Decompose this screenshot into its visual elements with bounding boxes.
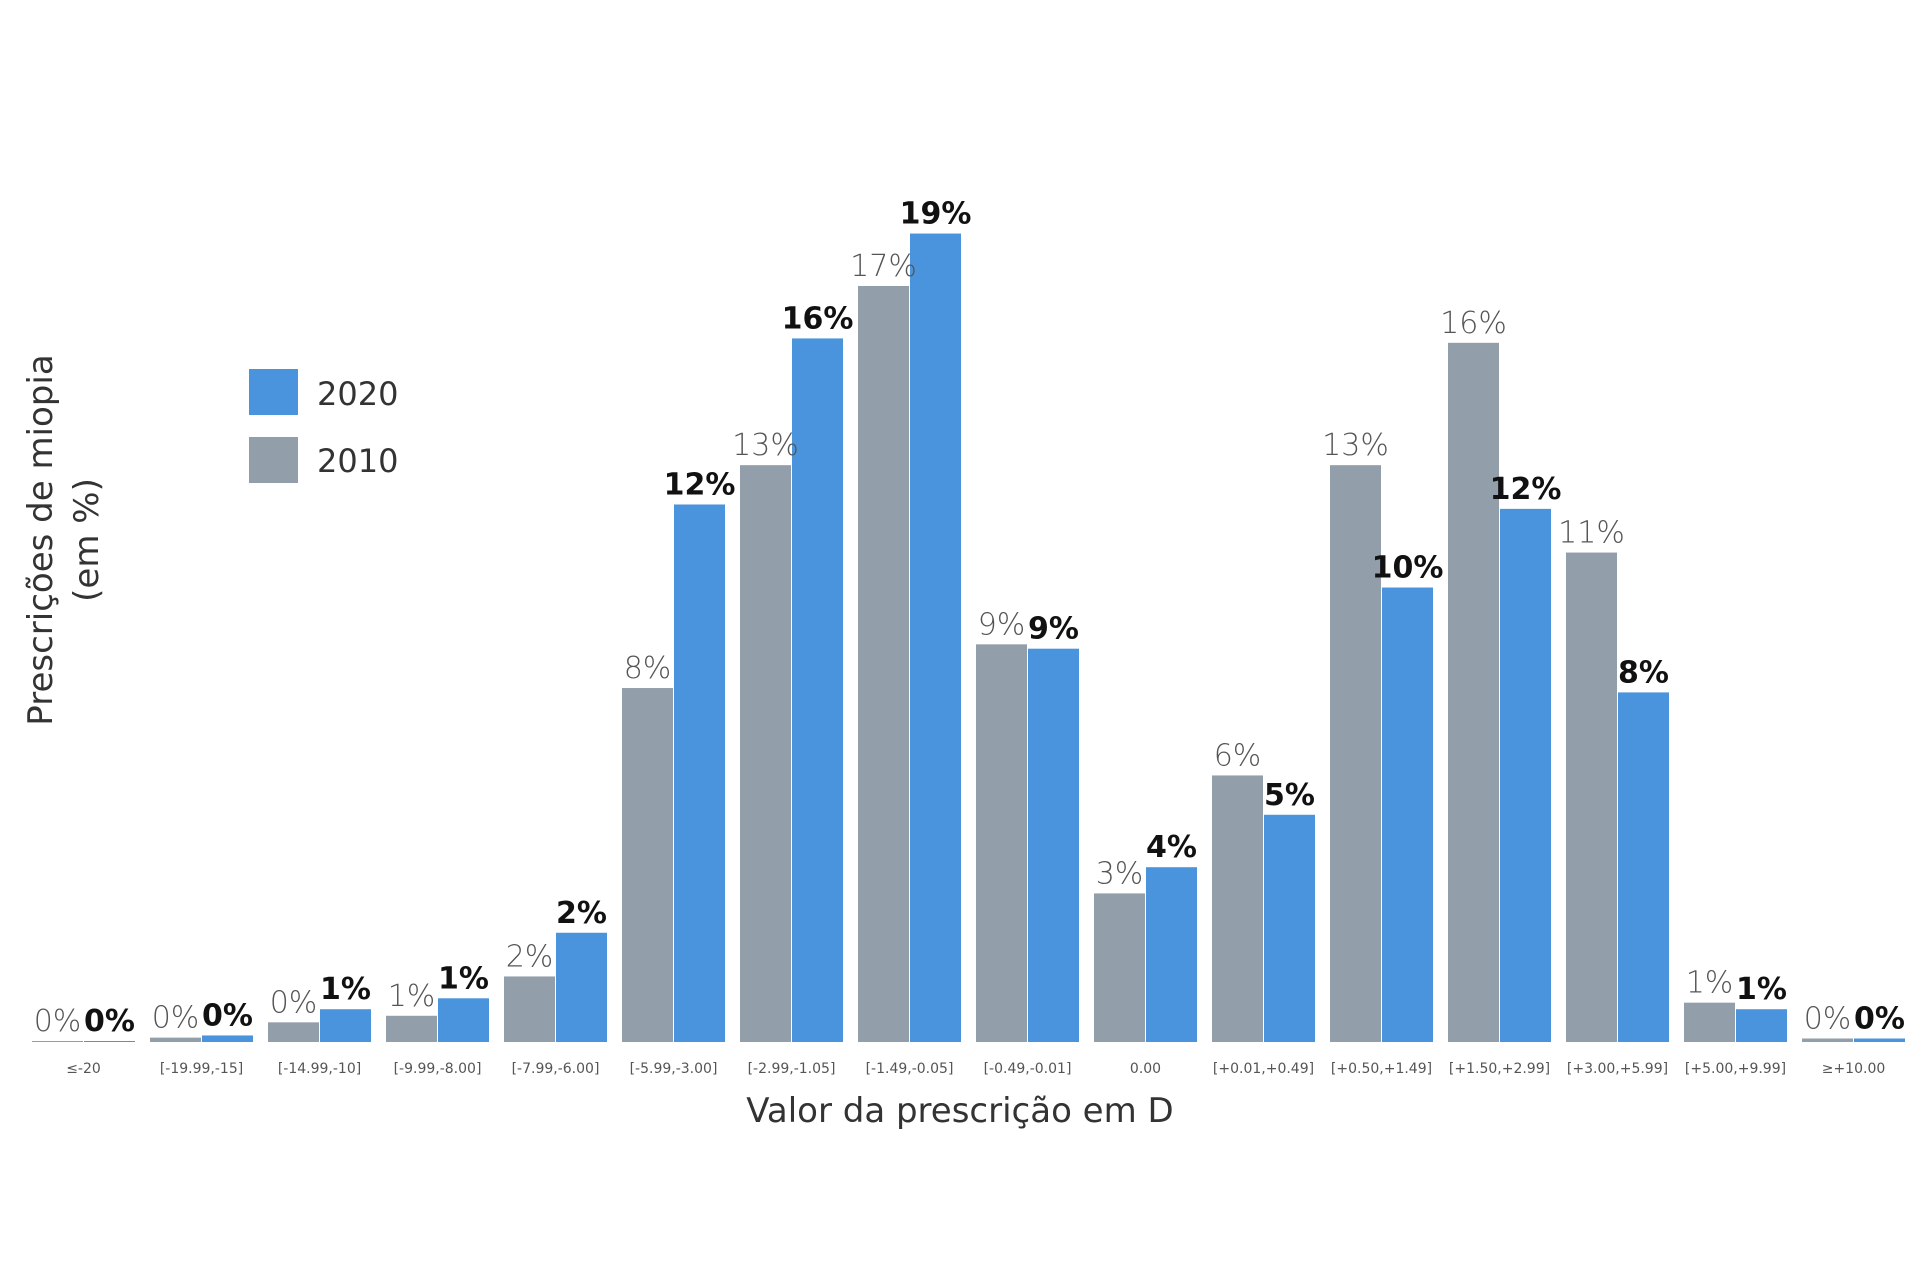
value-label-2020-4: 2% xyxy=(556,896,607,931)
value-label-2020-2: 1% xyxy=(320,972,371,1007)
value-label-2010-5: 8% xyxy=(624,651,672,686)
bar-2020-6 xyxy=(792,338,843,1042)
bar-2020-9 xyxy=(1146,867,1197,1042)
value-label-2020-11: 10% xyxy=(1372,551,1444,586)
x-tick-label-1: [-19.99,-15] xyxy=(160,1061,243,1077)
value-label-2010-12: 16% xyxy=(1440,306,1507,341)
bar-2010-5 xyxy=(622,688,673,1042)
bar-2020-15 xyxy=(1854,1038,1905,1042)
bars-group xyxy=(32,233,1905,1043)
value-label-2010-15: 0% xyxy=(1804,1002,1852,1037)
value-label-2010-0: 0% xyxy=(34,1004,82,1039)
value-label-2010-14: 1% xyxy=(1686,966,1734,1001)
x-tick-label-4: [-7.99,-6.00] xyxy=(512,1061,600,1077)
bar-2010-7 xyxy=(858,285,909,1042)
value-label-2010-11: 13% xyxy=(1322,428,1389,463)
bar-2020-11 xyxy=(1382,587,1433,1042)
y-axis-title-line-2: (em %) xyxy=(67,478,107,602)
x-tick-label-7: [-1.49,-0.05] xyxy=(866,1061,954,1077)
value-label-2020-8: 9% xyxy=(1028,612,1079,647)
bar-2020-14 xyxy=(1736,1009,1787,1042)
bar-2020-0 xyxy=(84,1041,135,1042)
bar-2020-8 xyxy=(1028,648,1079,1042)
bar-2010-10 xyxy=(1212,775,1263,1042)
y-axis-title-line-1: Prescrições de miopia xyxy=(21,354,61,725)
bar-2010-14 xyxy=(1684,1002,1735,1042)
value-label-2020-13: 8% xyxy=(1618,655,1669,690)
bar-2010-1 xyxy=(150,1037,201,1042)
x-tick-label-13: [+3.00,+5.99] xyxy=(1567,1061,1668,1077)
bar-2020-3 xyxy=(438,998,489,1042)
value-label-2020-3: 1% xyxy=(438,961,489,996)
bar-2020-10 xyxy=(1264,814,1315,1042)
x-tick-labels-group: ≤-20 [-19.99,-15] [-14.99,-10] [-9.99,-8.00… xyxy=(66,1061,1885,1077)
bar-2010-13 xyxy=(1566,552,1617,1042)
value-label-2020-15: 0% xyxy=(1854,1002,1905,1037)
bar-2020-4 xyxy=(556,932,607,1042)
x-tick-label-6: [-2.99,-1.05] xyxy=(748,1061,836,1077)
value-label-2010-3: 1% xyxy=(388,979,436,1014)
bar-2010-9 xyxy=(1094,893,1145,1042)
value-label-2020-12: 12% xyxy=(1490,472,1562,507)
value-label-2020-6: 16% xyxy=(782,301,854,336)
x-tick-label-3: [-9.99,-8.00] xyxy=(394,1061,482,1077)
legend: 2020 2010 xyxy=(249,369,398,483)
x-tick-label-9: 0.00 xyxy=(1130,1061,1161,1077)
x-tick-label-0: ≤-20 xyxy=(66,1061,101,1077)
value-label-2010-4: 2% xyxy=(506,939,554,974)
value-label-2010-7: 17% xyxy=(850,249,917,284)
bar-2020-12 xyxy=(1500,508,1551,1042)
value-labels-group: 0% 0% 0% 0% 0% 1% 1% 1%2%2%8%12%13%16%17%19%9% 9… xyxy=(34,197,1905,1039)
value-label-2020-9: 4% xyxy=(1146,830,1197,865)
value-label-2020-7: 19% xyxy=(900,197,972,232)
value-label-2010-6: 13% xyxy=(732,428,799,463)
bar-2010-12 xyxy=(1448,342,1499,1042)
x-tick-label-14: [+5.00,+9.99] xyxy=(1685,1061,1786,1077)
value-label-2020-1: 0% xyxy=(202,998,253,1033)
bar-2020-2 xyxy=(320,1009,371,1042)
x-axis-title: Valor da prescrição em D xyxy=(746,1091,1173,1131)
x-tick-label-11: [+0.50,+1.49] xyxy=(1331,1061,1432,1077)
bar-2010-0 xyxy=(32,1041,83,1042)
bar-2010-2 xyxy=(268,1022,319,1042)
bar-2020-1 xyxy=(202,1035,253,1042)
legend-label-2010: 2010 xyxy=(317,442,398,480)
bar-2010-6 xyxy=(740,465,791,1042)
legend-label-2020: 2020 xyxy=(317,375,398,413)
value-label-2020-14: 1% xyxy=(1736,972,1787,1007)
x-tick-label-15: ≥+10.00 xyxy=(1822,1061,1886,1077)
value-label-2020-10: 5% xyxy=(1264,778,1315,813)
bar-2010-3 xyxy=(386,1015,437,1042)
bar-2010-8 xyxy=(976,644,1027,1042)
legend-swatch-2010 xyxy=(249,437,298,483)
value-label-2010-2: 0% xyxy=(270,985,318,1020)
value-label-2010-10: 6% xyxy=(1214,738,1262,773)
bar-2010-4 xyxy=(504,976,555,1042)
x-tick-label-12: [+1.50,+2.99] xyxy=(1449,1061,1550,1077)
x-tick-label-8: [-0.49,-0.01] xyxy=(984,1061,1072,1077)
bar-2020-5 xyxy=(674,504,725,1042)
x-tick-label-2: [-14.99,-10] xyxy=(278,1061,361,1077)
x-tick-label-5: [-5.99,-3.00] xyxy=(630,1061,718,1077)
value-label-2020-0: 0% xyxy=(84,1004,135,1039)
bar-2020-13 xyxy=(1618,692,1669,1042)
bar-2010-11 xyxy=(1330,465,1381,1042)
bar-2020-7 xyxy=(910,233,961,1043)
value-label-2010-9: 3% xyxy=(1096,856,1144,891)
value-label-2020-5: 12% xyxy=(664,467,736,502)
x-tick-label-10: [+0.01,+0.49] xyxy=(1213,1061,1314,1077)
bar-2010-15 xyxy=(1802,1038,1853,1042)
value-label-2010-8: 9% xyxy=(978,607,1026,642)
legend-swatch-2020 xyxy=(249,369,298,415)
value-label-2010-13: 11% xyxy=(1558,516,1625,551)
value-label-2010-1: 0% xyxy=(152,1001,200,1036)
